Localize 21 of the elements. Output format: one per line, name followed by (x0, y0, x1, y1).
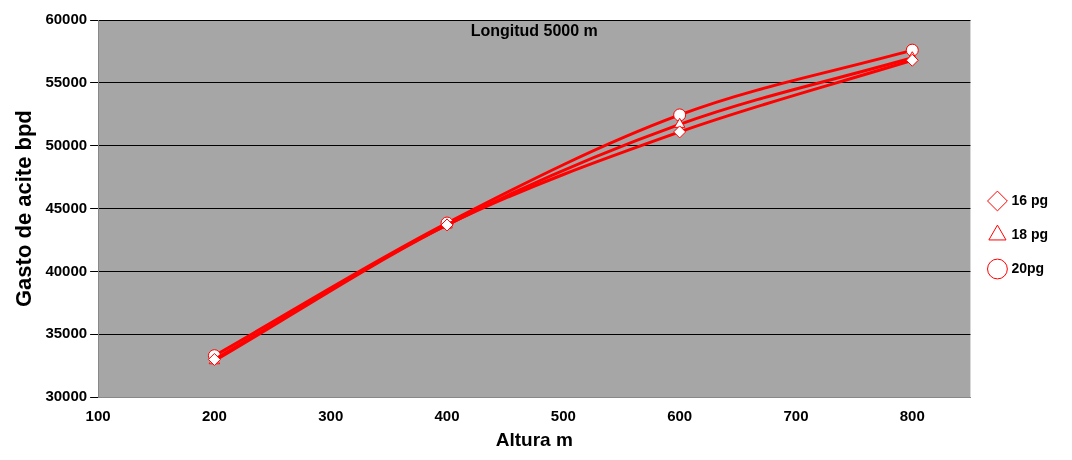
y-tick-label: 40000 (45, 261, 88, 279)
legend-label: 18 pg (1011, 225, 1049, 242)
y-tick-label: 45000 (45, 198, 88, 216)
x-tick-label: 800 (899, 407, 925, 425)
x-tick-label: 500 (550, 407, 576, 425)
x-tick-label: 300 (318, 407, 344, 425)
y-tick-label: 55000 (45, 73, 88, 91)
x-tick-label: 700 (783, 407, 809, 425)
legend-label: 20pg (1011, 259, 1045, 276)
y-tick-label: 60000 (45, 10, 88, 28)
chart-title: Longitud 5000 m (470, 22, 598, 40)
y-tick-label: 50000 (45, 135, 88, 153)
x-tick-label: 400 (434, 407, 460, 425)
legend-label: 16 pg (1011, 191, 1049, 208)
x-tick-label: 100 (85, 407, 111, 425)
y-tick-label: 35000 (45, 324, 88, 342)
y-tick-label: 30000 (45, 387, 88, 405)
x-tick-label: 200 (201, 407, 227, 425)
y-axis-title: Gasto de acite bpd (11, 110, 37, 308)
x-tick-label: 600 (667, 407, 693, 425)
x-axis-title: Altura m (495, 428, 573, 450)
